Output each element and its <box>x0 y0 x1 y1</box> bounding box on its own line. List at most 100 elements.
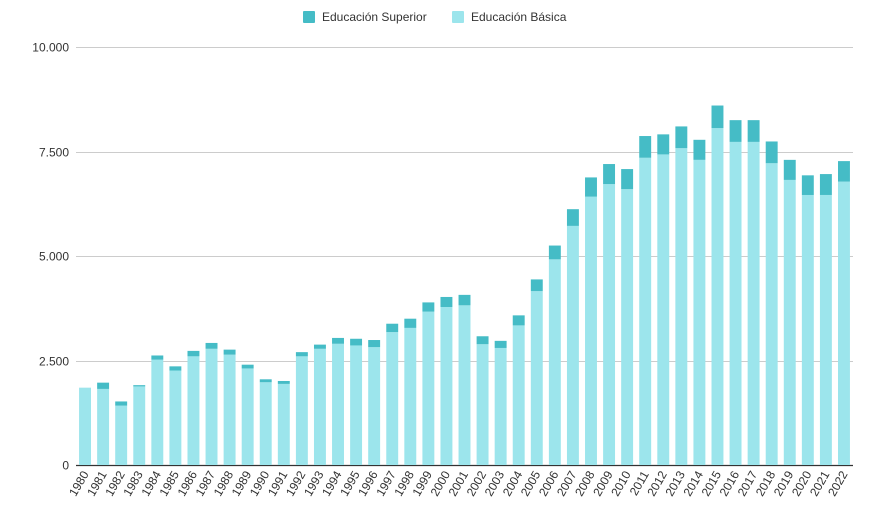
legend-label-basica: Educación Básica <box>471 10 567 24</box>
bar-superior[interactable] <box>585 177 597 197</box>
bar-superior[interactable] <box>332 337 344 344</box>
bar-superior[interactable] <box>151 355 164 360</box>
bar-basica[interactable] <box>368 347 381 465</box>
bar-superior[interactable] <box>693 139 706 160</box>
bar-basica[interactable] <box>458 305 471 465</box>
bar-basica[interactable] <box>729 141 742 465</box>
bar-superior[interactable] <box>801 175 814 195</box>
bar-superior[interactable] <box>350 338 363 346</box>
bar-superior[interactable] <box>819 174 832 195</box>
bar-basica[interactable] <box>566 225 579 465</box>
bar-basica[interactable] <box>205 348 218 465</box>
bar-basica[interactable] <box>313 348 326 465</box>
bar-basica[interactable] <box>657 154 670 465</box>
bar-basica[interactable] <box>133 386 146 465</box>
bar-basica[interactable] <box>332 343 344 465</box>
bar-superior[interactable] <box>657 134 670 155</box>
bar-superior[interactable] <box>729 120 742 142</box>
bar-superior[interactable] <box>97 382 110 389</box>
bar-basica[interactable] <box>765 163 778 465</box>
bar-basica[interactable] <box>295 356 308 465</box>
legend-swatch-superior <box>303 11 315 23</box>
bar-basica[interactable] <box>277 383 290 465</box>
y-tick-label: 10.000 <box>32 41 69 55</box>
bar-basica[interactable] <box>422 311 435 465</box>
x-axis-labels: 1980198119821983198419851986198719881989… <box>66 468 851 498</box>
bar-basica[interactable] <box>79 387 91 465</box>
bar-superior[interactable] <box>223 349 236 355</box>
bar-superior[interactable] <box>512 315 525 326</box>
y-tick-label: 7.500 <box>39 146 69 160</box>
bar-superior[interactable] <box>259 379 272 383</box>
bar-basica[interactable] <box>548 259 561 465</box>
bar-basica[interactable] <box>169 370 182 465</box>
gridlines <box>76 47 853 467</box>
legend-label-superior: Educación Superior <box>322 10 427 24</box>
bar-basica[interactable] <box>350 345 363 465</box>
bar-basica[interactable] <box>404 327 417 465</box>
bar-basica[interactable] <box>801 194 814 465</box>
y-axis-labels: 0 2.500 5.000 7.500 10.000 <box>32 41 69 473</box>
bar-basica[interactable] <box>97 388 110 465</box>
bar-basica[interactable] <box>494 347 507 465</box>
bar-superior[interactable] <box>603 164 616 185</box>
legend: Educación Superior Educación Básica <box>303 10 567 24</box>
bar-superior[interactable] <box>566 209 579 226</box>
bar-basica[interactable] <box>530 291 543 465</box>
bar-superior[interactable] <box>440 296 453 307</box>
legend-item-superior[interactable]: Educación Superior <box>303 10 427 24</box>
bar-superior[interactable] <box>241 364 254 369</box>
bar-superior[interactable] <box>458 294 471 306</box>
bar-superior[interactable] <box>169 366 182 371</box>
bar-basica[interactable] <box>819 194 832 465</box>
legend-item-basica[interactable]: Educación Básica <box>452 10 567 24</box>
bar-superior[interactable] <box>765 141 778 164</box>
bar-basica[interactable] <box>693 159 706 466</box>
bar-superior[interactable] <box>295 352 308 357</box>
bar-superior[interactable] <box>530 279 543 292</box>
bar-basica[interactable] <box>440 307 453 465</box>
bar-superior[interactable] <box>494 340 507 348</box>
bar-basica[interactable] <box>747 141 760 465</box>
bar-basica[interactable] <box>639 157 652 465</box>
bar-superior[interactable] <box>368 340 381 348</box>
bar-superior[interactable] <box>133 385 146 387</box>
bar-basica[interactable] <box>187 356 200 465</box>
bar-superior[interactable] <box>422 302 435 312</box>
bar-basica[interactable] <box>241 368 254 465</box>
bar-superior[interactable] <box>675 126 688 149</box>
y-tick-label: 0 <box>62 459 69 473</box>
bar-superior[interactable] <box>838 161 850 182</box>
bar-superior[interactable] <box>621 169 634 190</box>
bar-superior[interactable] <box>205 342 218 349</box>
bar-superior[interactable] <box>386 323 399 333</box>
bar-superior[interactable] <box>115 401 128 406</box>
bar-superior[interactable] <box>711 105 724 129</box>
bar-basica[interactable] <box>711 128 724 465</box>
bar-basica[interactable] <box>603 184 616 465</box>
bar-basica[interactable] <box>585 196 597 465</box>
bar-superior[interactable] <box>783 159 796 180</box>
bar-basica[interactable] <box>512 325 525 465</box>
bar-superior[interactable] <box>277 380 290 384</box>
bar-basica[interactable] <box>115 405 128 465</box>
bar-superior[interactable] <box>404 318 417 328</box>
legend-swatch-basica <box>452 11 464 23</box>
bar-basica[interactable] <box>151 359 164 465</box>
bar-basica[interactable] <box>386 332 399 465</box>
bar-basica[interactable] <box>476 344 489 465</box>
bar-basica[interactable] <box>675 148 688 465</box>
bar-superior[interactable] <box>187 350 200 357</box>
x-tick-label: 2022 <box>825 468 851 498</box>
bar-superior[interactable] <box>548 245 561 260</box>
bar-basica[interactable] <box>621 189 634 465</box>
bar-superior[interactable] <box>747 120 760 142</box>
bar-superior[interactable] <box>639 136 652 158</box>
bar-superior[interactable] <box>476 336 489 345</box>
bar-superior[interactable] <box>313 344 326 349</box>
bar-basica[interactable] <box>259 382 272 465</box>
bar-basica[interactable] <box>223 354 236 465</box>
bar-basica[interactable] <box>838 181 850 465</box>
bar-basica[interactable] <box>783 179 796 466</box>
